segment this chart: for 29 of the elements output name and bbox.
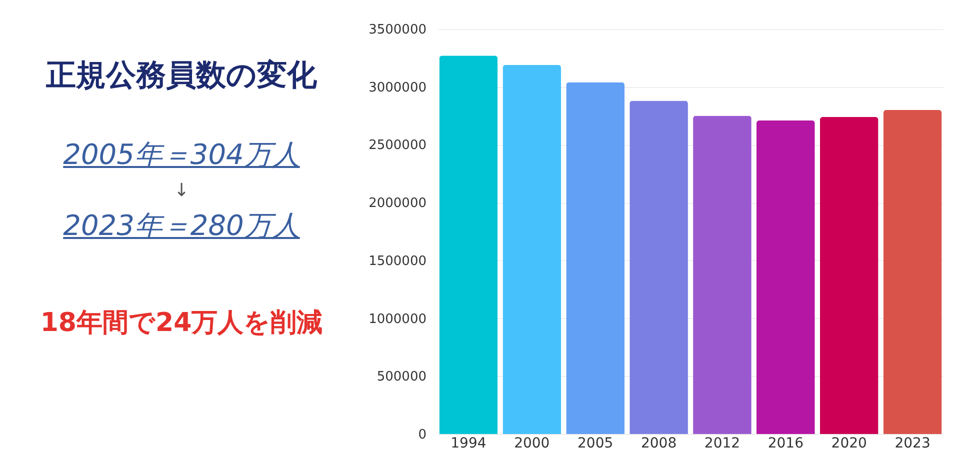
text: 2023年＝280万人 [63, 208, 300, 244]
x-tick-label: 2016 [768, 436, 804, 450]
bar [883, 110, 942, 434]
y-tick-label: 2000000 [368, 196, 426, 212]
bar [756, 120, 815, 434]
y-tick-label: 3500000 [368, 22, 426, 38]
text: 2005年＝304万人 [63, 137, 300, 173]
bar [502, 64, 562, 434]
y-tick-label: 2500000 [368, 138, 426, 154]
bar [439, 56, 498, 434]
x-tick-label: 2012 [704, 436, 740, 450]
x-tick-label: 2000 [514, 436, 550, 450]
x-tick-label: 2005 [578, 436, 614, 450]
bar [566, 82, 625, 434]
bar [693, 116, 752, 434]
x-tick-label: 2020 [831, 436, 867, 450]
x-tick-label: 1994 [450, 436, 486, 450]
bar [630, 100, 688, 434]
y-tick-label: 3000000 [368, 80, 426, 96]
y-tick-label: 1500000 [368, 254, 426, 269]
text: 正規公務員数の変化 [46, 57, 317, 95]
y-tick-label: 0 [418, 428, 426, 442]
bar [820, 116, 878, 434]
y-tick-label: 1000000 [368, 312, 426, 327]
x-tick-label: 2008 [640, 436, 677, 450]
x-tick-label: 2023 [894, 436, 930, 450]
y-tick-label: 500000 [376, 370, 426, 385]
text: ↓ [174, 180, 190, 201]
text: 18年間で24万人を削減 [40, 307, 323, 340]
